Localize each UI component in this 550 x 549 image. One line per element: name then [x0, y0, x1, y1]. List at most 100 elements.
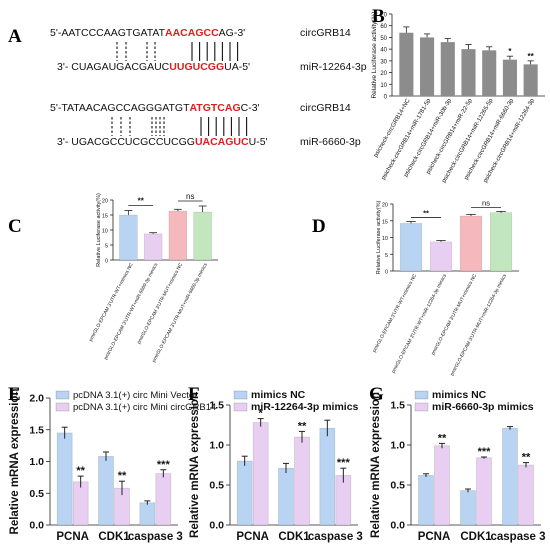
bar [56, 432, 73, 526]
y-tick-label: 0 [384, 95, 388, 101]
legend-swatch [414, 390, 429, 400]
legend-swatch [233, 402, 248, 412]
y-tick-label: 0.5 [29, 488, 44, 500]
y-tick-label: 40 [380, 48, 387, 54]
category-label: caspase 3 [128, 531, 183, 543]
y-tick-label: 1.5 [29, 424, 44, 436]
panel-letter-d: D [312, 216, 326, 237]
bar [399, 223, 423, 272]
category-label: pmirGLO-EPCAM 3'UTR-MUT+miR-6660-3p mimi… [151, 262, 209, 364]
pair2-top-label: circGRB14 [300, 102, 351, 114]
y-tick-label: 1.5 [390, 400, 405, 412]
legend-swatch [55, 390, 70, 400]
y-axis-label: Relative mRNA expression [189, 392, 201, 538]
bar [139, 502, 156, 526]
y-tick-label: 15 [102, 214, 108, 220]
bar [418, 475, 434, 526]
y-tick-label: 5 [385, 253, 388, 259]
y-tick-label: 20 [380, 71, 387, 77]
category-label: pmirGLO-EPCAM 3'UTR-WT+miR-6660-3p mimic… [103, 262, 160, 361]
category-label: CDK1 [460, 531, 492, 543]
bracket-label: ns [482, 198, 490, 207]
legend-label: pcDNA 3.1(+) circ Mini Vector [73, 390, 197, 401]
bar [399, 32, 414, 96]
panel-letter-b: B [372, 6, 385, 27]
category-label: PCNA [56, 531, 89, 543]
significance-label: ** [528, 52, 535, 61]
y-tick-label: 1.0 [209, 440, 224, 452]
significance-label: *** [157, 459, 171, 471]
bar [193, 211, 212, 261]
panel-letter-c: C [8, 216, 22, 237]
significance-label: *** [337, 457, 351, 469]
category-label: pmirGLO-EPCAM 3'UTR-WT+miR-12264-3p mimi… [391, 273, 449, 375]
y-tick-label: 0.0 [209, 520, 224, 532]
y-tick-label: 10 [380, 83, 387, 89]
y-tick-label: 1.0 [29, 456, 44, 468]
category-label: caspase 3 [308, 531, 363, 543]
y-tick-label: 50 [380, 36, 387, 42]
category-label: pmirGLO-EPCAM 3'UTR-MUT+mimics NC [136, 262, 184, 346]
bar [294, 436, 310, 526]
y-axis-label: Relative mRNA expression [370, 392, 382, 538]
y-tick-label: 0.0 [390, 520, 405, 532]
bar [236, 460, 253, 526]
legend-label: miR-6660-3p mimics [432, 401, 534, 413]
y-axis-label: Relative Luciferase activity(%) [376, 201, 382, 275]
bar [476, 457, 492, 526]
category-label: psicheck-circGRB14+NC [373, 97, 412, 158]
y-tick-label: 0 [105, 259, 108, 265]
y-tick-label: 70 [380, 13, 387, 19]
pair2-bottom-label: miR-6660-3p [300, 136, 361, 148]
bar [143, 233, 163, 261]
y-tick-label: 1.5 [209, 400, 224, 412]
chart-panel-g: 0.0 0.5 1.0 1.5 Relative mRNA expression ** PC… [370, 389, 546, 543]
y-tick-label: 0.0 [29, 520, 44, 532]
significance-label: ** [298, 420, 307, 432]
category-label: CDK1 [278, 531, 310, 543]
y-axis-label: Relative Luciferase activity(%) [371, 11, 378, 98]
legend-label: mimics NC [432, 389, 487, 401]
bracket-label: ** [138, 197, 145, 206]
bar [278, 467, 294, 526]
category-label: pmirGLO-EPCAM 3'UTR-MUT+miR-12264-3p mim… [449, 273, 508, 377]
bar [460, 490, 476, 526]
panel-letter-g: G [369, 384, 384, 405]
significance-label: ** [118, 470, 127, 482]
significance-label: * [259, 408, 264, 420]
bar [429, 241, 453, 272]
significance-label: ** [438, 432, 447, 444]
pair1-top-seq: 5'-AATCCCAAGTGATATAACAGCCAG-3' [50, 27, 245, 39]
bar [420, 37, 435, 96]
significance-label: * [508, 47, 512, 56]
chart-panel-f: 0.0 0.5 1.0 1.5 Relative mRNA expression * PCN… [189, 389, 363, 543]
panel-a-sequences: 5'-AATCCCAAGTGATATAACAGCCAG-3' circGRB14… [50, 27, 367, 148]
significance-label: ** [76, 465, 85, 477]
category-label: PCNA [418, 531, 451, 543]
bar [502, 427, 518, 526]
pair2-base-pairing-lines [111, 117, 248, 136]
y-tick-label: 20 [382, 203, 388, 209]
bar [482, 50, 497, 96]
bar [489, 212, 513, 272]
y-tick-label: 5 [105, 244, 108, 250]
category-label: caspase 3 [491, 531, 546, 543]
significance-label: *** [478, 446, 492, 458]
significance-label: ** [522, 452, 531, 464]
panel-letter-e: E [8, 384, 21, 405]
y-tick-label: 15 [382, 219, 388, 225]
y-tick-label: 30 [380, 59, 387, 65]
category-label: pmirGLO-EPCAM 3'UTR-WT+mimics NC [88, 262, 135, 343]
bar [459, 215, 483, 272]
y-tick-label: 0.5 [209, 480, 224, 492]
bar [168, 210, 188, 261]
category-label: CDK1 [98, 531, 130, 543]
bar [119, 214, 138, 261]
bar [434, 445, 450, 526]
pair2-top-seq: 5'-TATAACAGCCAGGGATGTATGTCAGC-3' [50, 102, 260, 114]
bar [72, 481, 89, 526]
